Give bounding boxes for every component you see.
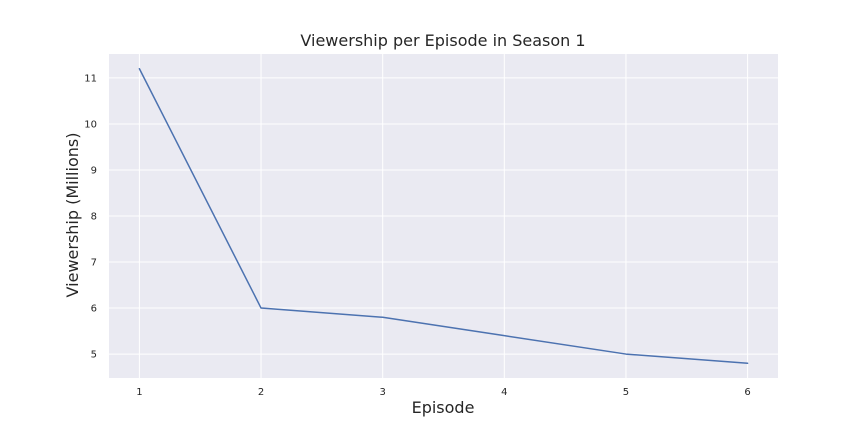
y-tick-label: 6 [91, 304, 97, 315]
y-tick-label: 8 [91, 212, 97, 223]
y-tick-label: 5 [91, 350, 97, 361]
x-tick-label: 1 [136, 387, 142, 398]
chart-title: Viewership per Episode in Season 1 [300, 31, 585, 50]
y-axis-label: Viewership (Millions) [63, 133, 82, 298]
y-tick-label: 9 [91, 165, 97, 176]
x-tick-label: 5 [623, 387, 629, 398]
y-tick-label: 11 [84, 73, 97, 84]
x-tick-label: 4 [501, 387, 507, 398]
y-tick-label: 10 [84, 119, 97, 130]
grid-lines [109, 54, 778, 378]
x-tick-label: 3 [379, 387, 385, 398]
y-tick-label: 7 [91, 258, 97, 269]
series-line [138, 67, 749, 365]
x-axis-label: Episode [412, 398, 475, 417]
x-tick-labels: 1 2 3 4 5 6 [136, 387, 751, 398]
y-tick-labels: 5 6 7 8 9 10 11 [84, 73, 97, 360]
x-tick-label: 6 [744, 387, 750, 398]
x-tick-label: 2 [258, 387, 264, 398]
